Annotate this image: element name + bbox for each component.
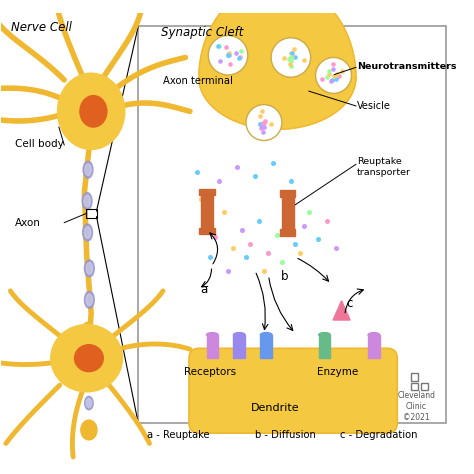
Ellipse shape	[84, 195, 90, 207]
Ellipse shape	[319, 333, 330, 337]
Ellipse shape	[51, 325, 123, 392]
Bar	[368, 335, 380, 358]
Ellipse shape	[86, 399, 91, 408]
Bar	[201, 190, 213, 230]
Ellipse shape	[84, 227, 91, 238]
Text: c - Degradation: c - Degradation	[340, 430, 418, 440]
Circle shape	[246, 105, 282, 140]
Ellipse shape	[86, 294, 92, 306]
Ellipse shape	[81, 420, 97, 440]
Text: Synaptic Cleft: Synaptic Cleft	[161, 26, 243, 39]
Text: Cleveland
Clinic
©2021: Cleveland Clinic ©2021	[398, 391, 436, 422]
Text: Neurotransmitters: Neurotransmitters	[357, 62, 456, 71]
Text: b: b	[281, 270, 288, 283]
Ellipse shape	[260, 333, 272, 337]
Bar	[280, 191, 295, 197]
Bar	[420, 383, 428, 391]
Text: c: c	[346, 297, 353, 310]
Bar	[280, 229, 295, 236]
Ellipse shape	[86, 263, 92, 274]
Text: Nerve Cell: Nerve Cell	[11, 21, 72, 35]
Bar	[200, 189, 215, 195]
Circle shape	[316, 57, 351, 93]
Ellipse shape	[85, 396, 93, 410]
Ellipse shape	[84, 260, 94, 277]
Bar	[86, 209, 98, 218]
Text: Vesicle: Vesicle	[357, 101, 391, 111]
FancyBboxPatch shape	[189, 348, 397, 433]
Ellipse shape	[74, 345, 103, 372]
Bar	[319, 335, 330, 358]
Ellipse shape	[80, 96, 107, 127]
Text: Enzyme: Enzyme	[318, 367, 359, 377]
Bar	[282, 191, 293, 232]
Text: Cell body: Cell body	[15, 139, 64, 149]
Ellipse shape	[85, 164, 91, 175]
Polygon shape	[333, 301, 350, 320]
Bar	[200, 228, 215, 234]
Circle shape	[208, 36, 248, 75]
Bar	[260, 335, 272, 358]
Bar	[138, 26, 446, 423]
Ellipse shape	[84, 292, 94, 309]
Ellipse shape	[83, 161, 93, 178]
Ellipse shape	[82, 224, 92, 241]
Bar	[233, 335, 245, 358]
Bar	[410, 383, 419, 391]
Ellipse shape	[57, 73, 125, 149]
Circle shape	[271, 38, 310, 77]
Text: Receptors: Receptors	[184, 367, 236, 377]
Ellipse shape	[82, 192, 92, 210]
Ellipse shape	[368, 333, 380, 337]
Text: Reuptake
transporter: Reuptake transporter	[357, 157, 411, 177]
Bar	[410, 373, 419, 381]
Ellipse shape	[207, 333, 218, 337]
Text: b - Diffusion: b - Diffusion	[255, 430, 316, 440]
Text: Axon: Axon	[15, 218, 41, 228]
Text: a - Reuptake: a - Reuptake	[147, 430, 210, 440]
Ellipse shape	[233, 333, 245, 337]
Polygon shape	[199, 0, 356, 129]
Text: Dendrite: Dendrite	[251, 403, 300, 413]
Text: Axon terminal: Axon terminal	[163, 76, 233, 86]
Text: a: a	[200, 283, 207, 296]
Bar	[207, 335, 218, 358]
